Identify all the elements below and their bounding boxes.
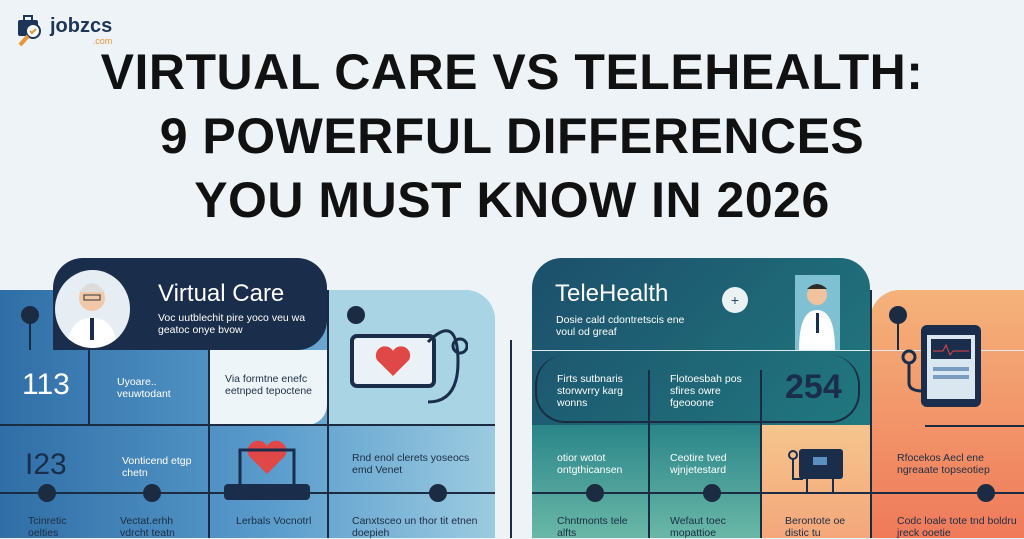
title-line-3: YOU MUST KNOW IN 2026 [194,172,830,228]
node-dot [347,306,365,324]
stat-254: 254 [785,368,842,406]
cell-text: Firts sutbnaris storwvrry karg wonns [557,373,623,409]
cell-text: Chntmonts tele alfts [557,515,628,539]
stat-123: I23 [25,448,67,481]
node-dot [977,484,995,502]
orange-cell [760,425,870,538]
cell-text: Rfocekos Aecl ene ngreaate topseotiep [897,452,990,476]
doctor-avatar [55,270,130,348]
logo-domain: .com [92,35,113,46]
cell-text: otior wotot ontgthicansen [557,452,623,476]
tablet-ecg-icon [901,325,981,407]
title-line-1: VIRTUAL CARE VS TELEHEALTH: [100,44,924,100]
doctor-avatar [795,275,840,350]
briefcase-magnifier-icon [18,15,41,47]
cell-text: Via formtne enefc eetnped tepoctene [225,373,312,397]
tablet-heart-icon [350,329,468,404]
telehealth-subtitle: Dosie cald cdontretscis ene voul od grea… [556,314,685,338]
virtual-care-heading: Virtual Care [158,280,285,307]
telehealth-heading: TeleHealth [555,280,669,307]
node-dot [586,484,604,502]
node-dot [429,484,447,502]
light-cell [208,350,327,425]
monitor-stethoscope-icon [788,449,843,493]
logo[interactable]: jobzcs .com [16,14,112,48]
plus-icon[interactable]: + [722,287,748,313]
virtual-care-subtitle: Voc uutblechit pire yoco veu wa geatoc o… [158,312,306,336]
cell-text: Rnd enol clerets yoseocs emd Venet [352,452,470,476]
node-dot [703,484,721,502]
node-dot [38,484,56,502]
cell-text: Canxtsceo un thor tit etnen doepieh [352,515,478,539]
teal-cell [532,425,760,538]
cell-text: Wefaut toec mopattioe [670,515,726,539]
divider [510,340,512,538]
title-line-2: 9 POWERFUL DIFFERENCES [159,108,865,164]
cell-text: Uyoare.. veuwtodant [117,376,171,400]
logo-brand: jobzcs [50,14,113,37]
cell-text: Berontote oe distic tu [785,515,846,539]
node-dot [21,306,39,324]
outline [535,355,860,423]
cell-text: Tcinretic oelties [28,515,67,539]
cell-text: Vectat.erhh vdrcht teatn [120,515,175,539]
laptop-heart-icon [224,440,310,500]
cell-text: Ceotire tved wjnjetestard [670,452,727,476]
node-dot [143,484,161,502]
cell-text: Lerbals Vocnotrl [236,515,312,527]
cell-text: Codc loale tote tnd boldru jreck ooetie [897,515,1017,539]
stat-113: 113 [22,368,70,401]
cell-text: Vonticend etgp chetn [122,455,192,479]
cell-text: Flotoesbah pos sfires owre fgeooone [670,373,742,409]
node-dot [889,306,907,324]
